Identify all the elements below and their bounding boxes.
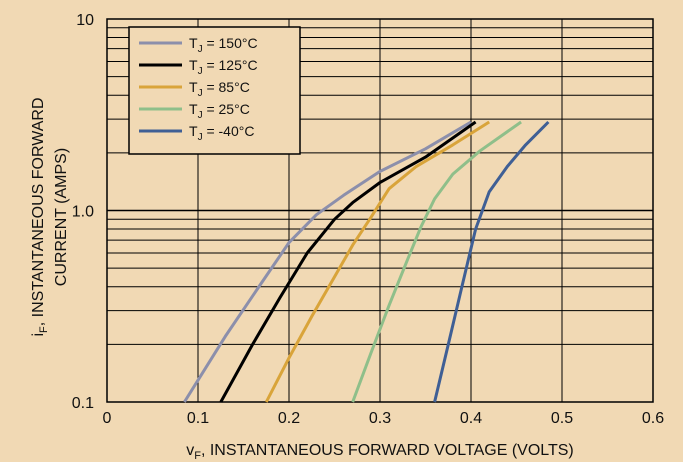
series-line-5 (433, 120, 550, 403)
legend-label-2: TJ = 125°C (189, 57, 258, 77)
y-axis-label-line2: CURRENT (AMPS) (53, 148, 70, 286)
legend-label-4: TJ = 25°C (189, 101, 250, 121)
legend-box (128, 26, 301, 155)
series-line-3 (264, 120, 490, 403)
series-line-1 (183, 120, 472, 403)
y-axis-label-sub: F (38, 326, 50, 333)
y-tick-label: 0.1 (72, 395, 94, 412)
y-tick-label: 1.0 (72, 204, 94, 221)
x-axis-label: vF, INSTANTANEOUS FORWARD VOLTAGE (VOLTS… (186, 442, 574, 462)
series-lines (183, 120, 550, 403)
x-tick-label: 0.1 (187, 410, 209, 427)
legend-label-1: TJ = 150°C (189, 35, 258, 55)
y-axis-label-line1: iF, INSTANTANEOUS FORWARD (30, 97, 50, 336)
series-line-2 (219, 120, 477, 403)
x-tick-label: 0 (103, 410, 112, 427)
x-tick-label: 0.5 (551, 410, 573, 427)
x-axis-label-rest: , INSTANTANEOUS FORWARD VOLTAGE (VOLTS) (201, 442, 574, 459)
x-tick-labels: 0 0.1 0.2 0.3 0.4 0.5 0.6 (103, 410, 665, 427)
x-tick-label: 0.3 (369, 410, 391, 427)
legend-label-5: TJ = -40°C (189, 123, 254, 143)
x-tick-label: 0.4 (460, 410, 482, 427)
series-line-4 (351, 120, 522, 403)
x-axis-label-prefix: v (186, 442, 194, 459)
legend: TJ = 150°CTJ = 125°CTJ = 85°CTJ = 25°CTJ… (128, 26, 301, 155)
legend-label-3: TJ = 85°C (189, 79, 250, 99)
x-tick-label: 0.2 (278, 410, 300, 427)
x-axis-label-sub: F (194, 450, 201, 462)
y-tick-labels: 0.1 1.0 10 (72, 12, 94, 412)
y-tick-label: 10 (76, 12, 94, 29)
x-tick-label: 0.6 (642, 410, 664, 427)
y-axis-label-prefix: i (30, 333, 47, 337)
y-axis-label-rest: , INSTANTANEOUS FORWARD (30, 97, 47, 326)
